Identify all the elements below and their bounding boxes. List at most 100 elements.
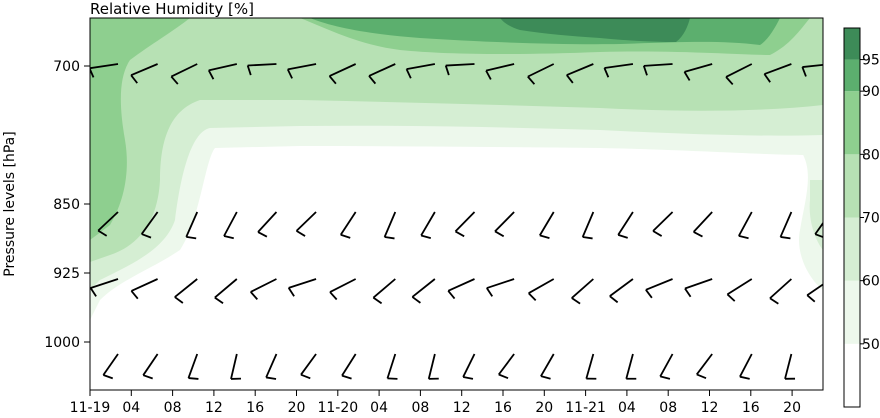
wind-barb — [625, 353, 637, 380]
x-tick-label: 08 — [164, 400, 182, 416]
wind-barb — [287, 278, 317, 297]
y-tick-label: 925 — [53, 266, 80, 282]
x-tick-label: 20 — [288, 400, 306, 416]
wind-barb — [485, 63, 515, 80]
y-axis-label: Pressure levels [hPa] — [2, 131, 18, 276]
colorbar-segment — [844, 343, 860, 407]
wind-barb — [372, 278, 396, 305]
wind-barb — [528, 278, 555, 301]
wind-barb — [769, 278, 792, 305]
x-tick-label: 20 — [783, 400, 801, 416]
colorbar-segment — [844, 59, 860, 92]
x-tick-label: 12 — [453, 400, 471, 416]
x-tick-label: 12 — [205, 400, 223, 416]
wind-barb — [738, 211, 753, 240]
colorbar-tick-label: 70 — [862, 211, 880, 227]
wind-barb — [539, 211, 555, 239]
wind-barb — [696, 353, 713, 380]
y-tick-label: 700 — [53, 59, 80, 75]
wind-barb — [609, 278, 634, 304]
wind-barb — [498, 353, 515, 380]
wind-barb — [585, 353, 597, 380]
wind-barb — [645, 278, 673, 299]
wind-barb — [784, 353, 796, 380]
colorbar-tick-label: 90 — [862, 84, 880, 100]
wind-barb — [140, 211, 159, 239]
wind-barb — [300, 353, 317, 380]
wind-barbs — [90, 63, 823, 380]
wind-barb — [328, 63, 357, 85]
wind-barb — [726, 278, 753, 302]
wind-barb — [130, 278, 158, 300]
x-tick-label: 16 — [742, 400, 760, 416]
wind-barb — [427, 353, 439, 380]
wind-barb — [207, 63, 238, 80]
colorbar-tick-label: 80 — [862, 147, 880, 163]
wind-barb — [246, 63, 277, 76]
wind-barb — [571, 278, 594, 305]
wind-barb — [420, 211, 436, 239]
wind-barb — [447, 278, 475, 300]
wind-barb — [725, 63, 753, 86]
wind-barb — [617, 211, 634, 239]
colorbar-segment — [844, 217, 860, 281]
colorbar-segment — [844, 28, 860, 60]
wind-barb — [581, 211, 595, 240]
y-tick-label: 850 — [53, 197, 80, 213]
wind-barb — [265, 353, 278, 380]
wind-barb — [230, 353, 242, 380]
wind-barb — [454, 211, 476, 238]
colorbar-tick-label: 60 — [862, 274, 880, 290]
y-axis: 700 850 925 1000 — [44, 59, 90, 351]
wind-barb — [659, 353, 674, 380]
x-tick-label: 04 — [122, 400, 140, 416]
wind-barb — [692, 211, 713, 238]
wind-barb — [814, 221, 823, 239]
x-tick-label: 12 — [701, 400, 719, 416]
wind-barb — [486, 278, 515, 297]
x-tick-label: 16 — [494, 400, 512, 416]
colorbar-segment — [844, 91, 860, 155]
colorbar-tick-label: 95 — [862, 53, 880, 69]
wind-barb — [642, 63, 673, 76]
wind-barb — [801, 63, 823, 77]
wind-barb — [603, 63, 634, 78]
x-tick-label: 08 — [411, 400, 429, 416]
wind-barb — [386, 353, 398, 380]
wind-barb — [174, 278, 198, 304]
wind-barb — [223, 211, 238, 240]
wind-barb — [102, 353, 119, 380]
x-tick-label: 11-21 — [565, 400, 606, 416]
band-70-80 — [90, 18, 823, 262]
x-tick-label: 16 — [246, 400, 264, 416]
humidity-field — [90, 18, 823, 390]
wind-barb — [444, 63, 475, 76]
wind-barb — [295, 211, 317, 237]
wind-barb — [411, 278, 436, 304]
wind-barb — [779, 211, 793, 240]
wind-barb — [339, 211, 357, 239]
colorbar-segment — [844, 154, 860, 218]
wind-barb — [329, 278, 357, 301]
wind-barb — [566, 63, 594, 84]
chart-title: Relative Humidity [%] — [90, 0, 254, 18]
wind-barb — [383, 211, 397, 240]
wind-barb — [97, 211, 119, 237]
x-tick-label: 20 — [535, 400, 553, 416]
wind-barb — [368, 63, 396, 85]
wind-barb — [187, 353, 199, 380]
x-tick-label: 08 — [659, 400, 677, 416]
wind-barb — [763, 63, 792, 83]
wind-barb — [683, 63, 713, 81]
x-axis: 11-19 04 08 12 16 20 11-20 04 08 12 16 20 11-21 04 08 1… — [70, 390, 801, 416]
wind-barb — [341, 353, 357, 380]
wind-barb — [540, 353, 555, 380]
wind-barb — [462, 353, 476, 380]
wind-barb — [684, 278, 713, 298]
wind-barb — [170, 63, 198, 85]
wind-barb — [257, 211, 278, 238]
x-tick-label: 11-19 — [70, 400, 111, 416]
wind-barb — [527, 63, 555, 85]
x-tick-label: 04 — [618, 400, 636, 416]
